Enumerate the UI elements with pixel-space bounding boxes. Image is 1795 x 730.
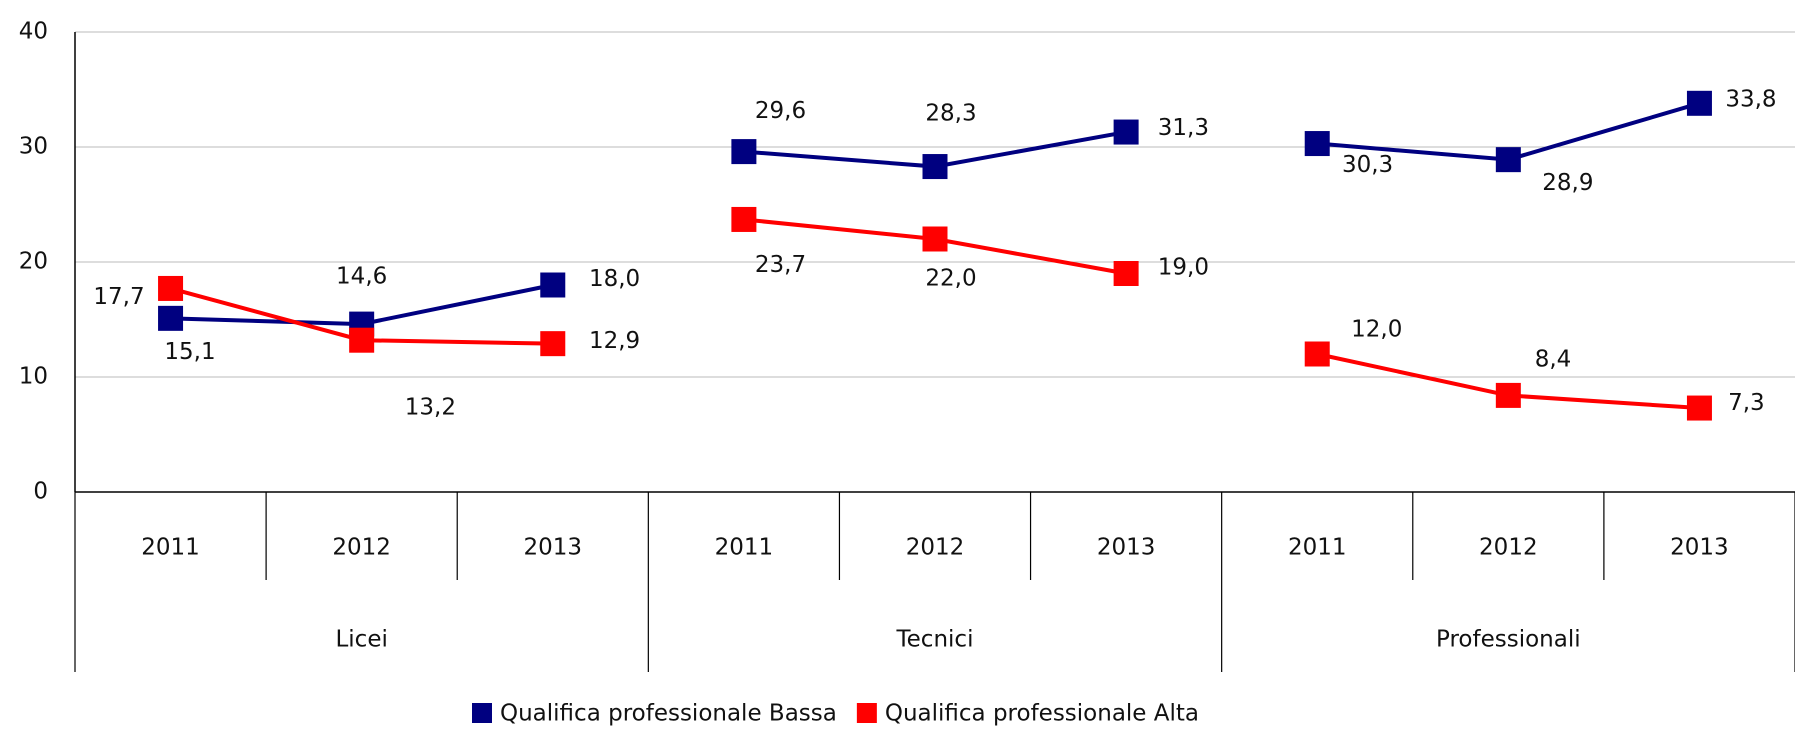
data-label: 31,3 — [1158, 115, 1209, 141]
group-label: Licei — [335, 627, 387, 653]
x-tick-label: 2012 — [906, 535, 965, 561]
marker — [1495, 382, 1521, 408]
x-tick-label: 2013 — [1097, 535, 1156, 561]
x-tick-label: 2011 — [1288, 535, 1347, 561]
marker — [1686, 90, 1712, 116]
data-label: 19,0 — [1158, 254, 1209, 280]
marker — [731, 139, 757, 165]
legend-swatch — [472, 703, 492, 723]
x-tick-label: 2012 — [332, 535, 391, 561]
y-tick-label: 0 — [33, 479, 48, 505]
x-tick-label: 2012 — [1479, 535, 1538, 561]
y-tick-label: 10 — [19, 364, 48, 390]
data-label: 33,8 — [1725, 86, 1776, 112]
x-tick-label: 2013 — [524, 535, 583, 561]
marker — [1113, 261, 1139, 286]
marker — [158, 275, 184, 301]
data-label: 28,3 — [925, 100, 976, 126]
data-label: 12,9 — [589, 328, 640, 354]
x-tick-label: 2011 — [715, 535, 774, 561]
group-label: Professionali — [1436, 627, 1581, 653]
marker — [158, 305, 184, 331]
data-label: 13,2 — [405, 394, 456, 420]
data-label: 12,0 — [1351, 316, 1402, 342]
marker — [1495, 147, 1521, 173]
marker — [540, 272, 566, 298]
marker — [540, 331, 566, 357]
marker — [349, 327, 375, 353]
legend-swatch — [856, 703, 877, 723]
marker — [1113, 119, 1139, 145]
data-label: 23,7 — [755, 252, 806, 278]
y-tick-label: 20 — [19, 249, 48, 275]
marker — [922, 226, 948, 252]
legend-label: Qualifica professionale Alta — [885, 701, 1199, 727]
marker — [1686, 395, 1712, 421]
x-tick-label: 2011 — [141, 535, 200, 561]
y-tick-label: 30 — [19, 134, 48, 160]
data-label: 15,1 — [164, 339, 215, 365]
marker — [1304, 341, 1330, 367]
y-tick-label: 40 — [19, 19, 48, 45]
marker — [922, 154, 948, 180]
legend-label: Qualifica professionale Bassa — [500, 701, 837, 727]
data-label: 22,0 — [925, 266, 976, 292]
data-label: 29,6 — [755, 98, 806, 124]
marker — [1304, 131, 1330, 157]
data-label: 17,7 — [93, 284, 144, 310]
data-label: 8,4 — [1535, 346, 1572, 372]
data-label: 30,3 — [1342, 152, 1393, 178]
data-label: 28,9 — [1542, 170, 1593, 196]
data-label: 18,0 — [589, 266, 640, 292]
group-label: Tecnici — [896, 627, 974, 653]
data-label: 14,6 — [336, 264, 387, 290]
x-tick-label: 2013 — [1670, 535, 1729, 561]
data-label: 7,3 — [1728, 390, 1765, 416]
marker — [731, 206, 757, 232]
